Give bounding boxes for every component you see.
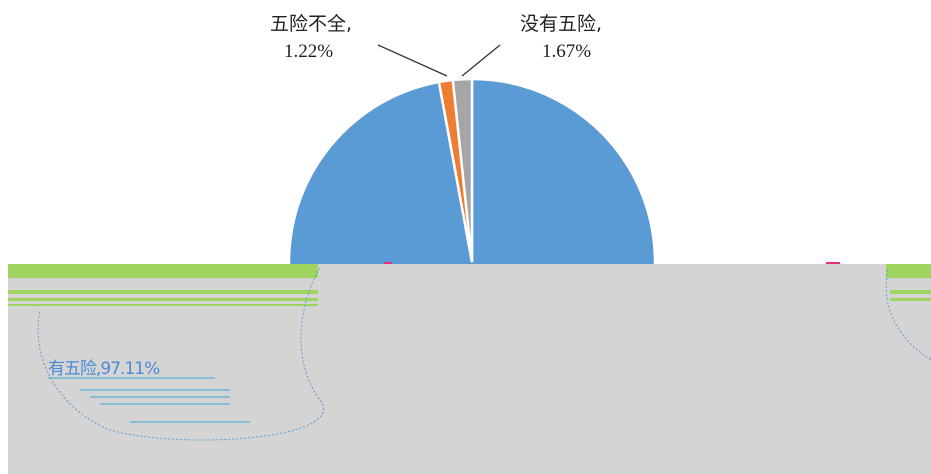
artifact-green-band: [8, 298, 318, 301]
artifact-green-band: [8, 290, 318, 294]
leader-line-meiyou-wuxian: [461, 44, 501, 77]
label-wuxian-buquan-value: 1.22%: [284, 41, 333, 62]
artifact-green-band: [890, 298, 931, 301]
label-meiyou-wuxian-value: 1.67%: [542, 41, 591, 62]
label-you-wuxian: 有五险,97.11%: [48, 359, 160, 379]
artifact-green-band: [890, 290, 931, 294]
render-artifact: [8, 262, 931, 474]
label-wuxian-buquan-name: 五险不全,: [270, 13, 352, 35]
artifact-arc-left: [37, 267, 324, 441]
artifact-tick: [384, 262, 392, 264]
artifact-green-band: [8, 264, 318, 278]
artifact-green-band: [886, 264, 931, 278]
label-meiyou-wuxian-name: 没有五险,: [520, 13, 602, 35]
slice-labels: 五险不全, 1.22% 没有五险, 1.67% 有五险,97.11%: [48, 13, 602, 379]
artifact-arc-right: [885, 269, 931, 361]
leader-line-wuxian-buquan: [377, 44, 448, 77]
artifact-tick: [826, 262, 840, 264]
pie-slice-meiyou-wuxian: [451, 77, 474, 263]
artifact-green-band: [8, 304, 318, 306]
